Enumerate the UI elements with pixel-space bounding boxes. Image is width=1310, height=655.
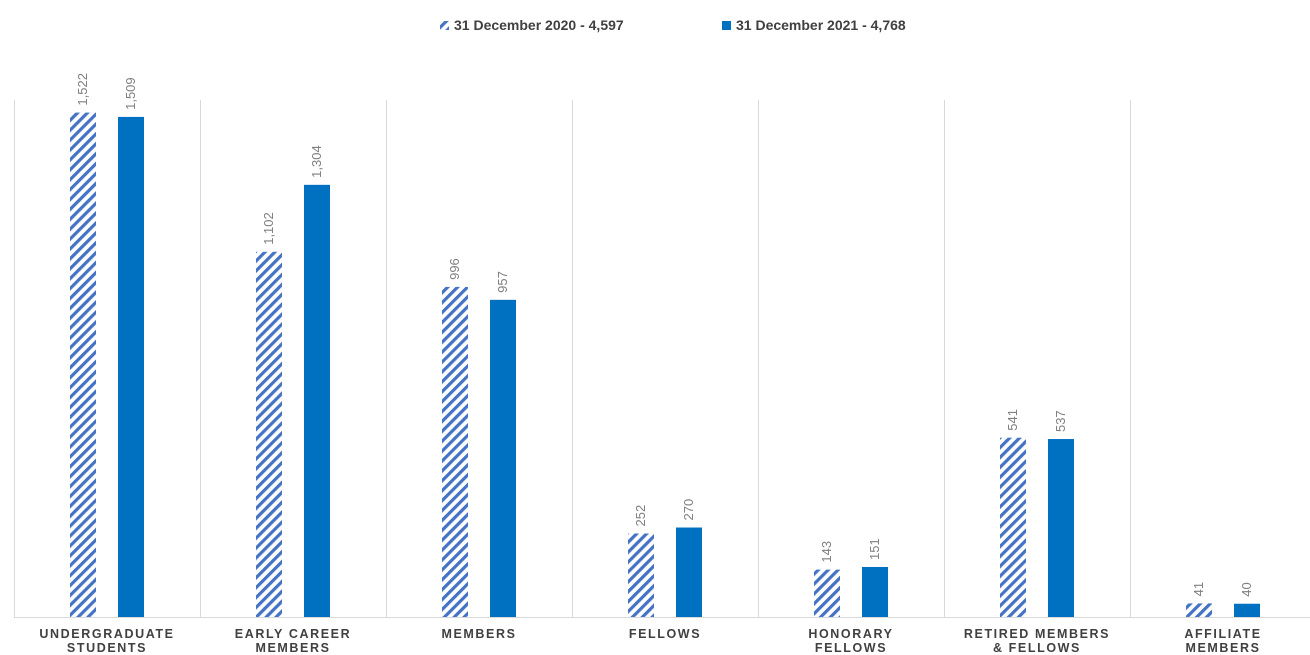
category-label: UNDERGRADUATE STUDENTS (39, 627, 174, 655)
value-label-2021: 957 (495, 271, 510, 293)
category-label: FELLOWS (629, 627, 701, 641)
legend-item-2021: 31 December 2021 - 4,768 (722, 17, 906, 33)
legend-label-2021: 31 December 2021 - 4,768 (736, 17, 906, 33)
value-label-2020: 143 (819, 541, 834, 563)
bar-2020 (442, 286, 468, 617)
category-label: MEMBERS (441, 627, 516, 641)
category-label-line: HONORARY (808, 627, 893, 641)
value-label-2021: 1,509 (123, 77, 138, 110)
category-label-line: MEMBERS (441, 627, 516, 641)
category-label-line: FELLOWS (629, 627, 701, 641)
legend-swatch-2020 (440, 21, 449, 30)
value-label-2020: 541 (1005, 409, 1020, 431)
chart-legend: 31 December 2020 - 4,597 31 December 2021… (440, 17, 906, 33)
bar-2020 (814, 569, 840, 617)
bar-2021 (862, 566, 888, 617)
category-label: AFFILIATE MEMBERS (1184, 627, 1261, 655)
bar-2020 (70, 112, 96, 617)
category-label: EARLY CAREER MEMBERS (235, 627, 351, 655)
bar-2020 (1186, 603, 1212, 617)
bar-2021 (1234, 603, 1260, 617)
bar-2021 (490, 299, 516, 617)
value-label-2021: 270 (681, 499, 696, 521)
bar-2021 (304, 184, 330, 618)
category-label-line: AFFILIATE (1184, 627, 1261, 641)
category-label-line: RETIRED MEMBERS (964, 627, 1110, 641)
bar-2021 (118, 116, 144, 618)
value-label-2021: 151 (867, 538, 882, 560)
value-label-2021: 40 (1239, 582, 1254, 596)
value-labels-group: 1,522 1,509 1,102 1,304 996 957 252 270 143 151 54… (75, 73, 1254, 597)
legend-swatch-2021 (722, 21, 731, 30)
legend-item-2020: 31 December 2020 - 4,597 (440, 17, 624, 33)
category-label-line: EARLY CAREER (235, 627, 351, 641)
category-label: RETIRED MEMBERS & FELLOWS (964, 627, 1110, 655)
bars-group (70, 112, 1260, 618)
legend-label-2020: 31 December 2020 - 4,597 (454, 17, 624, 33)
category-label-line: FELLOWS (815, 641, 887, 655)
value-label-2020: 1,102 (261, 212, 276, 245)
bar-2020 (256, 251, 282, 618)
category-label-line: UNDERGRADUATE (39, 627, 174, 641)
category-label-line: MEMBERS (1185, 641, 1260, 655)
category-label: HONORARY FELLOWS (808, 627, 893, 655)
bar-2021 (1048, 439, 1074, 617)
value-label-2020: 1,522 (75, 73, 90, 106)
bar-2020 (1000, 437, 1026, 617)
value-label-2020: 996 (447, 258, 462, 280)
value-label-2020: 252 (633, 505, 648, 527)
category-label-line: & FELLOWS (993, 641, 1081, 655)
value-label-2021: 537 (1053, 410, 1068, 432)
bar-2021 (676, 527, 702, 617)
category-label-line: MEMBERS (255, 641, 330, 655)
category-label-line: STUDENTS (67, 641, 147, 655)
bar-2020 (628, 533, 654, 617)
value-label-2020: 41 (1191, 582, 1206, 596)
category-separators (14, 100, 1310, 618)
value-label-2021: 1,304 (309, 145, 324, 178)
